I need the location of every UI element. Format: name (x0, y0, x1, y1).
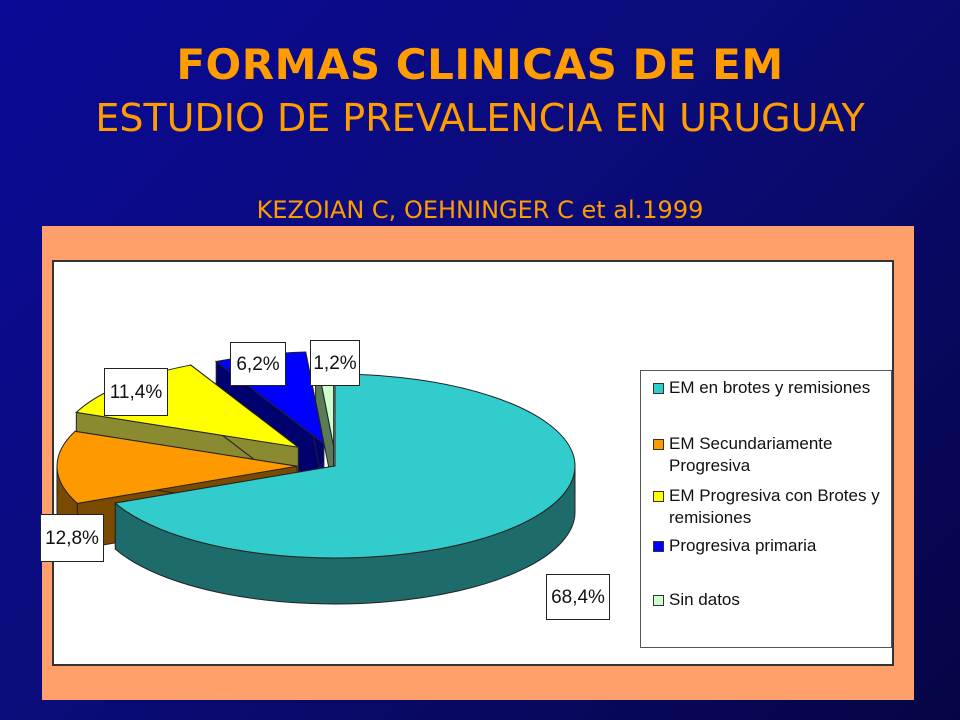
data-label: 11,4% (104, 368, 168, 416)
legend-swatch (653, 541, 664, 552)
chart-legend: EM en brotes y remisiones EM Secundariam… (640, 370, 892, 648)
pie-slice-top (114, 373, 576, 559)
legend-swatch (653, 595, 664, 606)
legend-swatch (653, 491, 664, 502)
legend-label: EM Progresiva con Brotes y remisiones (669, 486, 880, 527)
data-label: 12,8% (40, 514, 104, 562)
legend-swatch (653, 439, 664, 450)
slide-subtitle: ESTUDIO DE PREVALENCIA EN URUGUAY (95, 96, 865, 140)
data-label: 68,4% (546, 574, 610, 620)
data-label: 1,2% (310, 340, 360, 386)
legend-label: EM en brotes y remisiones (669, 378, 871, 397)
legend-label: Sin datos (669, 590, 740, 609)
legend-label: EM Secundariamente Progresiva (669, 434, 833, 475)
pie-slice (114, 373, 576, 605)
slide-citation: KEZOIAN C, OEHNINGER C et al.1999 (256, 196, 704, 224)
legend-label: Progresiva primaria (669, 536, 817, 555)
legend-swatch (653, 383, 664, 394)
slide-title: FORMAS CLINICAS DE EM (176, 40, 784, 89)
data-label: 6,2% (230, 342, 286, 386)
pie-slice-top (56, 430, 298, 504)
